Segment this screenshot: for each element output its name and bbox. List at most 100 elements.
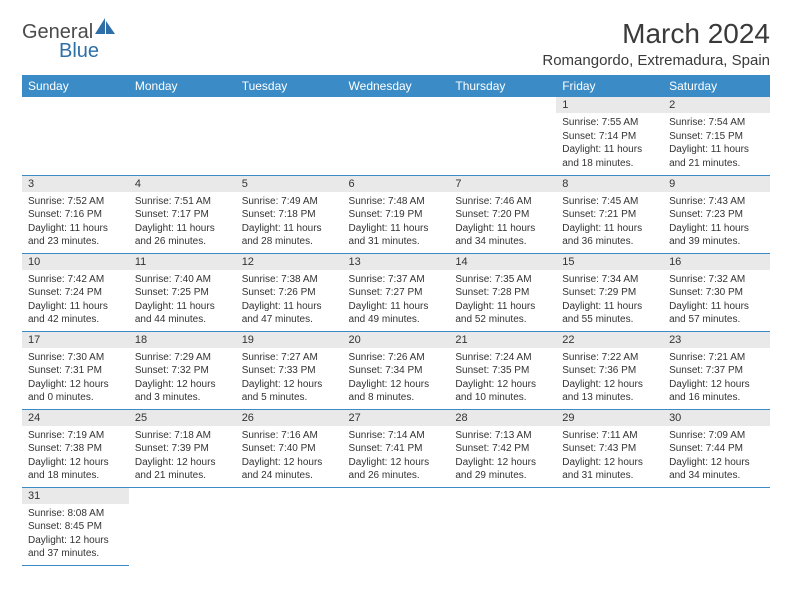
calendar-cell: [449, 97, 556, 175]
sunrise-text: Sunrise: 8:08 AM: [28, 507, 123, 521]
sunrise-text: Sunrise: 7:32 AM: [669, 273, 764, 287]
day-number: 11: [129, 254, 236, 270]
day-number: 29: [556, 410, 663, 426]
daylight-text: Daylight: 12 hours and 16 minutes.: [669, 378, 764, 405]
day-number: 20: [343, 332, 450, 348]
day-number: [22, 97, 129, 113]
day-details: Sunrise: 7:43 AMSunset: 7:23 PMDaylight:…: [663, 192, 770, 253]
weekday-header: Sunday: [22, 75, 129, 97]
day-details: Sunrise: 7:40 AMSunset: 7:25 PMDaylight:…: [129, 270, 236, 331]
sunrise-text: Sunrise: 7:52 AM: [28, 195, 123, 209]
calendar-cell: 1Sunrise: 7:55 AMSunset: 7:14 PMDaylight…: [556, 97, 663, 175]
day-number: 25: [129, 410, 236, 426]
sunset-text: Sunset: 7:41 PM: [349, 442, 444, 456]
daylight-text: Daylight: 12 hours and 29 minutes.: [455, 456, 550, 483]
sunset-text: Sunset: 7:17 PM: [135, 208, 230, 222]
day-number: 2: [663, 97, 770, 113]
sunset-text: Sunset: 7:42 PM: [455, 442, 550, 456]
daylight-text: Daylight: 12 hours and 31 minutes.: [562, 456, 657, 483]
daylight-text: Daylight: 12 hours and 37 minutes.: [28, 534, 123, 561]
day-number: 5: [236, 176, 343, 192]
calendar-cell: 13Sunrise: 7:37 AMSunset: 7:27 PMDayligh…: [343, 253, 450, 331]
calendar-cell: 25Sunrise: 7:18 AMSunset: 7:39 PMDayligh…: [129, 409, 236, 487]
daylight-text: Daylight: 12 hours and 24 minutes.: [242, 456, 337, 483]
sunrise-text: Sunrise: 7:34 AM: [562, 273, 657, 287]
calendar-cell: 12Sunrise: 7:38 AMSunset: 7:26 PMDayligh…: [236, 253, 343, 331]
brand-part2-wrap: Blue: [59, 40, 99, 63]
day-details: Sunrise: 7:37 AMSunset: 7:27 PMDaylight:…: [343, 270, 450, 331]
sunrise-text: Sunrise: 7:49 AM: [242, 195, 337, 209]
calendar-cell: 21Sunrise: 7:24 AMSunset: 7:35 PMDayligh…: [449, 331, 556, 409]
day-number: 26: [236, 410, 343, 426]
day-details: Sunrise: 7:16 AMSunset: 7:40 PMDaylight:…: [236, 426, 343, 487]
calendar-cell: 20Sunrise: 7:26 AMSunset: 7:34 PMDayligh…: [343, 331, 450, 409]
day-details: Sunrise: 7:27 AMSunset: 7:33 PMDaylight:…: [236, 348, 343, 409]
sunrise-text: Sunrise: 7:55 AM: [562, 116, 657, 130]
day-details: Sunrise: 7:13 AMSunset: 7:42 PMDaylight:…: [449, 426, 556, 487]
day-details: Sunrise: 7:35 AMSunset: 7:28 PMDaylight:…: [449, 270, 556, 331]
sunrise-text: Sunrise: 7:13 AM: [455, 429, 550, 443]
daylight-text: Daylight: 12 hours and 3 minutes.: [135, 378, 230, 405]
day-number: 24: [22, 410, 129, 426]
sunset-text: Sunset: 7:29 PM: [562, 286, 657, 300]
calendar-cell: 3Sunrise: 7:52 AMSunset: 7:16 PMDaylight…: [22, 175, 129, 253]
calendar-cell: [343, 487, 450, 565]
day-details: Sunrise: 7:11 AMSunset: 7:43 PMDaylight:…: [556, 426, 663, 487]
calendar-cell: 26Sunrise: 7:16 AMSunset: 7:40 PMDayligh…: [236, 409, 343, 487]
sunrise-text: Sunrise: 7:40 AM: [135, 273, 230, 287]
sunset-text: Sunset: 7:28 PM: [455, 286, 550, 300]
day-details: [663, 504, 770, 511]
day-number: 27: [343, 410, 450, 426]
sunset-text: Sunset: 7:43 PM: [562, 442, 657, 456]
calendar-cell: [236, 487, 343, 565]
day-details: [449, 504, 556, 511]
day-number: 31: [22, 488, 129, 504]
daylight-text: Daylight: 12 hours and 8 minutes.: [349, 378, 444, 405]
sunrise-text: Sunrise: 7:38 AM: [242, 273, 337, 287]
day-number: 14: [449, 254, 556, 270]
calendar-cell: [129, 97, 236, 175]
sunset-text: Sunset: 7:39 PM: [135, 442, 230, 456]
day-details: Sunrise: 7:34 AMSunset: 7:29 PMDaylight:…: [556, 270, 663, 331]
day-details: [129, 504, 236, 511]
day-number: 10: [22, 254, 129, 270]
sunset-text: Sunset: 7:23 PM: [669, 208, 764, 222]
day-details: Sunrise: 7:09 AMSunset: 7:44 PMDaylight:…: [663, 426, 770, 487]
sunrise-text: Sunrise: 7:54 AM: [669, 116, 764, 130]
daylight-text: Daylight: 12 hours and 21 minutes.: [135, 456, 230, 483]
day-details: Sunrise: 7:54 AMSunset: 7:15 PMDaylight:…: [663, 113, 770, 174]
sunset-text: Sunset: 7:16 PM: [28, 208, 123, 222]
day-number: [236, 97, 343, 113]
day-details: Sunrise: 7:48 AMSunset: 7:19 PMDaylight:…: [343, 192, 450, 253]
weekday-header: Tuesday: [236, 75, 343, 97]
day-details: Sunrise: 7:52 AMSunset: 7:16 PMDaylight:…: [22, 192, 129, 253]
day-details: Sunrise: 7:38 AMSunset: 7:26 PMDaylight:…: [236, 270, 343, 331]
day-details: Sunrise: 7:32 AMSunset: 7:30 PMDaylight:…: [663, 270, 770, 331]
calendar-week: 31Sunrise: 8:08 AMSunset: 8:45 PMDayligh…: [22, 487, 770, 565]
calendar-cell: [663, 487, 770, 565]
sunrise-text: Sunrise: 7:22 AM: [562, 351, 657, 365]
calendar-cell: 28Sunrise: 7:13 AMSunset: 7:42 PMDayligh…: [449, 409, 556, 487]
calendar-cell: 17Sunrise: 7:30 AMSunset: 7:31 PMDayligh…: [22, 331, 129, 409]
sunrise-text: Sunrise: 7:26 AM: [349, 351, 444, 365]
calendar-cell: 10Sunrise: 7:42 AMSunset: 7:24 PMDayligh…: [22, 253, 129, 331]
calendar-table: Sunday Monday Tuesday Wednesday Thursday…: [22, 75, 770, 566]
day-details: [343, 504, 450, 511]
weekday-header: Saturday: [663, 75, 770, 97]
day-details: [556, 504, 663, 511]
daylight-text: Daylight: 11 hours and 44 minutes.: [135, 300, 230, 327]
calendar-cell: 27Sunrise: 7:14 AMSunset: 7:41 PMDayligh…: [343, 409, 450, 487]
calendar-cell: 2Sunrise: 7:54 AMSunset: 7:15 PMDaylight…: [663, 97, 770, 175]
day-details: Sunrise: 7:21 AMSunset: 7:37 PMDaylight:…: [663, 348, 770, 409]
day-details: Sunrise: 7:42 AMSunset: 7:24 PMDaylight:…: [22, 270, 129, 331]
daylight-text: Daylight: 11 hours and 49 minutes.: [349, 300, 444, 327]
sunrise-text: Sunrise: 7:24 AM: [455, 351, 550, 365]
calendar-cell: 9Sunrise: 7:43 AMSunset: 7:23 PMDaylight…: [663, 175, 770, 253]
calendar-cell: [236, 97, 343, 175]
sunrise-text: Sunrise: 7:37 AM: [349, 273, 444, 287]
day-number: 8: [556, 176, 663, 192]
day-number: 21: [449, 332, 556, 348]
day-details: Sunrise: 7:29 AMSunset: 7:32 PMDaylight:…: [129, 348, 236, 409]
daylight-text: Daylight: 11 hours and 36 minutes.: [562, 222, 657, 249]
sunset-text: Sunset: 7:27 PM: [349, 286, 444, 300]
